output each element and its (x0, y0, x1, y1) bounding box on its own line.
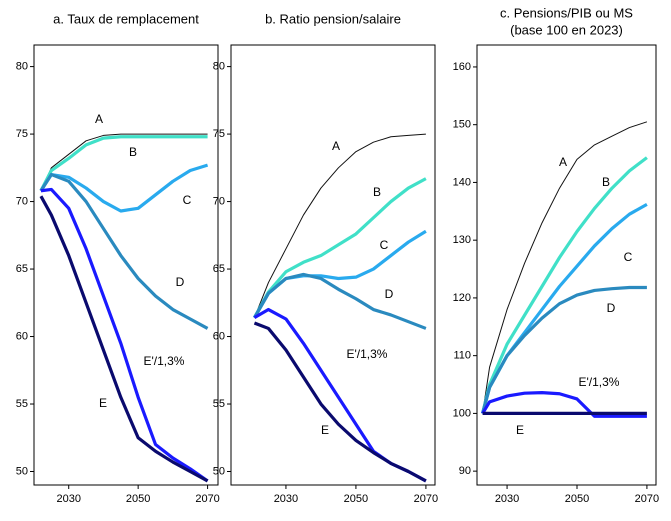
y-tick-label: 150 (453, 119, 471, 131)
series-line (481, 156, 648, 414)
series-label: D (607, 301, 616, 315)
plot-frame (476, 44, 657, 486)
series-label: D (385, 287, 394, 301)
y-tick-label: 55 (16, 398, 28, 410)
y-tick-label: 60 (213, 330, 225, 342)
series-line (39, 135, 208, 192)
y-tick-label: 70 (213, 195, 225, 207)
series-label: C (380, 238, 389, 252)
plot-frame (33, 44, 219, 486)
x-tick-label: 2030 (56, 493, 80, 505)
series-line (40, 187, 209, 483)
series-line (481, 391, 647, 418)
chart-title: c. Pensions/PIB ou MS (500, 5, 633, 20)
y-tick-label: 120 (453, 292, 471, 304)
chart-title: b. Ratio pension/salaire (265, 11, 401, 26)
series-label: B (602, 175, 610, 189)
series-line (253, 133, 426, 318)
x-tick-label: 2070 (414, 493, 438, 505)
plot-frame (230, 44, 436, 486)
y-tick-label: 100 (453, 407, 471, 419)
series-label: B (129, 145, 137, 159)
x-tick-label: 2050 (565, 493, 589, 505)
series-label: E (99, 396, 107, 410)
series-line (253, 272, 427, 330)
y-tick-label: 75 (213, 128, 225, 140)
y-tick-label: 130 (453, 234, 471, 246)
x-tick-label: 2050 (126, 493, 150, 505)
x-tick-label: 2050 (344, 493, 368, 505)
series-label: A (332, 139, 340, 153)
series-line (39, 163, 209, 213)
chart-title: a. Taux de remplacement (53, 11, 199, 26)
series-label: C (624, 250, 633, 264)
series-line (253, 307, 427, 483)
series-label: D (176, 275, 185, 289)
series-line (40, 133, 208, 191)
series-label: E'/1,3% (144, 354, 185, 368)
y-tick-label: 75 (16, 128, 28, 140)
series-line (482, 121, 648, 414)
x-tick-label: 2030 (274, 493, 298, 505)
y-tick-label: 50 (16, 465, 28, 477)
y-tick-label: 90 (459, 465, 471, 477)
x-tick-label: 2030 (495, 493, 519, 505)
y-tick-label: 65 (213, 263, 225, 275)
y-tick-label: 80 (213, 61, 225, 73)
series-line (481, 285, 647, 414)
series-line (253, 321, 427, 483)
x-tick-label: 2070 (195, 493, 219, 505)
y-tick-label: 50 (213, 465, 225, 477)
series-label: B (373, 185, 381, 199)
series-label: E (321, 423, 329, 437)
series-label: C (183, 193, 192, 207)
y-tick-label: 70 (16, 195, 28, 207)
y-tick-label: 140 (453, 176, 471, 188)
y-tick-label: 55 (213, 398, 225, 410)
series-line (39, 172, 209, 330)
series-label: A (95, 112, 103, 126)
series-label: E'/1,3% (347, 347, 388, 361)
y-tick-label: 65 (16, 263, 28, 275)
chart-subtitle: (base 100 en 2023) (510, 22, 623, 37)
series-line (39, 195, 209, 483)
y-tick-label: 160 (453, 61, 471, 73)
y-tick-label: 80 (16, 61, 28, 73)
x-tick-label: 2070 (635, 493, 659, 505)
series-label: E (516, 423, 524, 437)
series-label: A (559, 155, 567, 169)
y-tick-label: 110 (453, 350, 471, 362)
y-tick-label: 60 (16, 330, 28, 342)
series-label: E'/1,3% (579, 375, 620, 389)
series-line (253, 177, 427, 319)
